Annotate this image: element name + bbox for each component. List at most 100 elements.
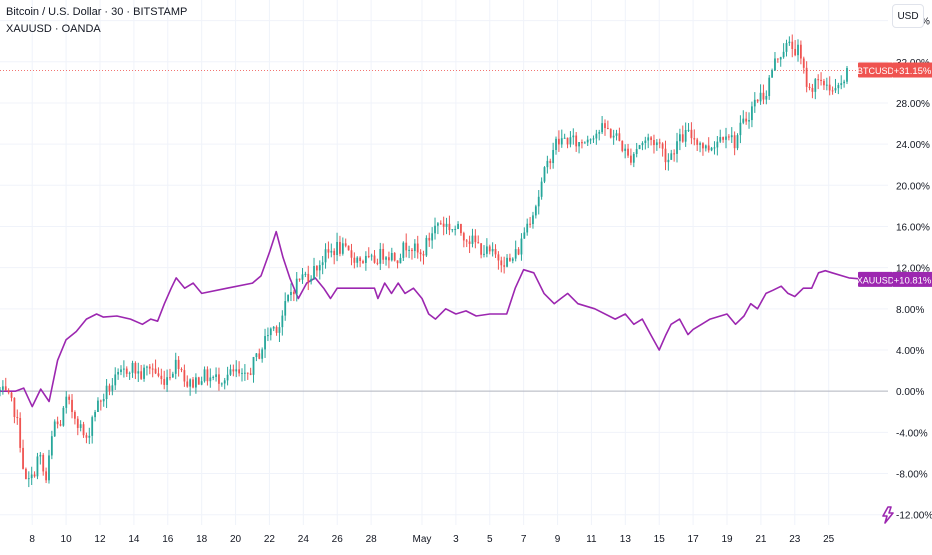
- btc-candle: [111, 378, 114, 396]
- btc-candle: [480, 243, 483, 259]
- btc-candle: [370, 253, 373, 261]
- xauusd-series: [0, 230, 873, 408]
- symbol-title[interactable]: Bitcoin / U.S. Dollar · 30 · BITSTAMP: [6, 6, 188, 18]
- btc-candle: [367, 247, 370, 259]
- btc-candle: [281, 310, 284, 336]
- btc-candle: [393, 252, 396, 262]
- btc-candle: [4, 377, 7, 391]
- svg-text:BTCUSD: BTCUSD: [857, 66, 895, 76]
- btc-candle: [48, 449, 50, 484]
- btc-candle: [339, 235, 341, 257]
- btc-candle: [267, 327, 269, 342]
- btc-candle: [684, 122, 687, 147]
- btc-candle: [146, 365, 148, 376]
- btc-candle: [581, 139, 583, 149]
- btc-candle: [425, 235, 428, 257]
- btc-candle: [321, 256, 324, 275]
- btc-candle: [460, 223, 462, 236]
- xauusd-line: [0, 230, 873, 408]
- btc-candle: [811, 83, 814, 99]
- x-tick-label: 18: [196, 534, 208, 545]
- btc-candle: [676, 132, 678, 163]
- btc-candle: [454, 225, 457, 236]
- btc-candle: [284, 292, 287, 321]
- btc-candle: [514, 240, 517, 262]
- btc-candle: [42, 453, 45, 476]
- btc-candle: [76, 416, 79, 436]
- btc-candle: [560, 129, 563, 148]
- btc-candle: [192, 376, 194, 389]
- btc-candle: [396, 260, 399, 269]
- btc-candle: [160, 368, 163, 385]
- btc-candle: [805, 61, 808, 93]
- btc-candle: [523, 227, 526, 239]
- btc-candle: [509, 253, 511, 262]
- btc-candle: [195, 373, 197, 394]
- btc-candle: [19, 412, 22, 453]
- btc-candle: [765, 90, 768, 105]
- btc-candle: [97, 397, 99, 412]
- btc-candle: [768, 74, 771, 100]
- btc-candle: [436, 222, 439, 235]
- btc-candle: [353, 252, 356, 269]
- btc-candle: [68, 394, 71, 405]
- btc-candle: [586, 135, 589, 147]
- tradingview-logo-icon[interactable]: [878, 505, 898, 525]
- btc-candle: [465, 238, 468, 248]
- btc-candle: [474, 229, 477, 249]
- btc-candle: [229, 364, 232, 376]
- x-axis[interactable]: 8 10 12 14 16 18 20 22 24 26 28 May 3 5 7 9 11 13 15 17 19 21…: [29, 534, 834, 545]
- btc-candle: [235, 360, 238, 378]
- btc-candle: [713, 141, 716, 155]
- currency-button[interactable]: USD: [892, 4, 924, 28]
- btc-candle: [808, 83, 811, 91]
- btc-candle: [53, 419, 56, 438]
- btc-candle: [163, 370, 166, 390]
- btc-candle: [275, 325, 278, 336]
- btc-candle: [451, 229, 454, 233]
- btc-candle: [552, 142, 555, 169]
- compare-symbol-label[interactable]: XAUUSD · OANDA: [6, 23, 101, 35]
- btc-candle: [428, 232, 431, 247]
- btc-candle: [7, 388, 10, 395]
- btc-candle: [0, 387, 1, 397]
- btc-candle: [171, 371, 174, 378]
- btc-candle: [834, 78, 837, 94]
- btc-candle: [526, 218, 529, 236]
- btc-candle: [797, 39, 799, 62]
- btc-candle: [13, 397, 16, 424]
- btc-candle: [431, 227, 434, 249]
- btc-candle: [215, 367, 217, 382]
- btc-candle: [534, 204, 537, 219]
- btc-candle: [503, 256, 506, 274]
- btc-candle: [25, 467, 27, 480]
- x-tick-label: 16: [162, 534, 174, 545]
- btc-candle: [572, 128, 575, 145]
- btc-candle: [462, 231, 465, 248]
- btc-candle: [753, 92, 756, 113]
- btc-candle: [434, 217, 436, 240]
- btc-candle: [477, 235, 480, 244]
- btc-candle: [483, 245, 485, 258]
- btc-candle: [517, 247, 520, 256]
- btc-candle: [220, 382, 223, 387]
- xauusd-value-label: +10.81%: [893, 271, 932, 287]
- btc-candle: [655, 139, 658, 151]
- btc-candle: [653, 134, 655, 154]
- btc-candle: [261, 347, 264, 363]
- y-axis[interactable]: 36.00%32.00%28.00%24.00%20.00%16.00%12.0…: [896, 17, 932, 522]
- y-tick-label: 12.00%: [896, 264, 930, 275]
- x-tick-label: 12: [94, 534, 106, 545]
- btc-candle: [511, 257, 514, 264]
- btc-candle: [318, 260, 321, 280]
- btc-candle: [246, 372, 249, 380]
- btc-candle: [304, 271, 307, 278]
- btc-candle: [408, 245, 410, 259]
- btc-candle: [249, 367, 252, 376]
- btc-candle: [788, 36, 791, 46]
- btc-candle: [837, 82, 840, 95]
- btc-candle: [330, 243, 333, 258]
- btc-candle: [411, 248, 413, 260]
